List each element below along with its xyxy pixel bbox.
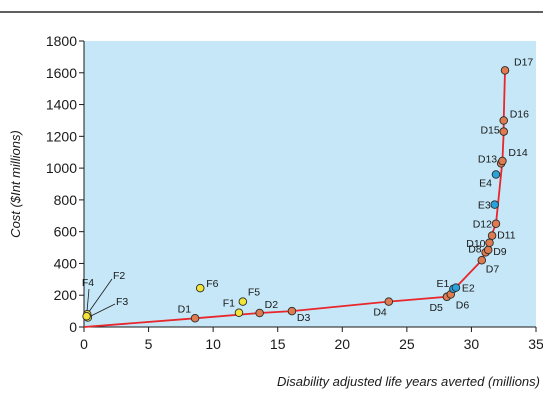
point-d10 bbox=[485, 238, 494, 248]
point-d12 bbox=[491, 219, 501, 228]
point-e4 bbox=[491, 170, 501, 179]
y-tick-label: 1800 bbox=[46, 33, 77, 49]
label-d15: D15 bbox=[480, 125, 499, 137]
x-axis: 0 5 10 15 20 25 30 35 bbox=[80, 326, 543, 352]
label-d17: D17 bbox=[514, 56, 533, 68]
data-points bbox=[82, 66, 510, 323]
point-d11 bbox=[487, 231, 497, 240]
label-d7: D7 bbox=[486, 263, 500, 275]
leader-f3 bbox=[87, 303, 116, 318]
label-f6: F6 bbox=[206, 278, 218, 290]
label-d2: D2 bbox=[265, 299, 279, 311]
label-f5: F5 bbox=[248, 287, 260, 299]
point-d9 bbox=[483, 245, 493, 255]
label-f2: F2 bbox=[113, 270, 125, 282]
leader-f2 bbox=[86, 278, 113, 315]
point-f6 bbox=[195, 283, 205, 293]
label-d11: D11 bbox=[497, 230, 516, 242]
label-d8: D8 bbox=[468, 243, 482, 255]
point-d14 bbox=[498, 156, 507, 166]
point-d15 bbox=[499, 127, 508, 136]
label-e2: E2 bbox=[462, 283, 475, 295]
y-tick-label: 1400 bbox=[46, 97, 77, 113]
x-tick-label: 10 bbox=[205, 336, 221, 352]
label-f1: F1 bbox=[223, 298, 235, 310]
label-d16: D16 bbox=[510, 108, 529, 120]
label-f4: F4 bbox=[82, 277, 94, 289]
point-d7 bbox=[477, 256, 487, 265]
point-e3 bbox=[490, 200, 499, 209]
x-tick-label: 15 bbox=[270, 336, 286, 352]
y-tick-label: 1000 bbox=[46, 160, 77, 176]
y-tick-label: 400 bbox=[54, 255, 78, 271]
x-tick-label: 30 bbox=[464, 336, 480, 352]
point-f1 bbox=[234, 308, 244, 317]
y-tick-label: 1600 bbox=[46, 65, 77, 81]
y-axis: 0 200 400 600 800 1000 1200 1400 1600 1800 bbox=[46, 33, 85, 335]
y-tick-label: 0 bbox=[69, 319, 77, 335]
label-e1: E1 bbox=[437, 278, 450, 290]
x-tick-label: 25 bbox=[399, 336, 415, 352]
point-f4 bbox=[82, 311, 91, 321]
point-e2 bbox=[451, 283, 461, 292]
point-d2 bbox=[255, 308, 264, 318]
label-d5: D5 bbox=[429, 302, 443, 314]
x-tick-label: 5 bbox=[145, 336, 153, 352]
label-d13: D13 bbox=[478, 153, 497, 165]
point-d1 bbox=[190, 314, 200, 323]
x-axis-title: Disability adjusted life years averted (… bbox=[277, 374, 540, 389]
point-d3 bbox=[287, 306, 297, 316]
label-e3: E3 bbox=[478, 200, 491, 212]
x-tick-label: 35 bbox=[528, 336, 543, 352]
y-tick-label: 200 bbox=[54, 287, 78, 303]
point-f5 bbox=[238, 297, 248, 306]
y-tick-label: 1200 bbox=[46, 128, 77, 144]
y-tick-label: 600 bbox=[54, 224, 78, 240]
label-d14: D14 bbox=[508, 147, 527, 159]
point-d4 bbox=[384, 297, 394, 306]
label-d12: D12 bbox=[473, 219, 492, 231]
x-tick-label: 0 bbox=[80, 336, 88, 352]
point-labels: D1 D2 D3 D4 D5 D6 D7 D8 D9 D10 D11 D12 D13 D14 D15 D16 D… bbox=[82, 56, 534, 324]
label-d10: D10 bbox=[466, 238, 485, 250]
label-d6: D6 bbox=[456, 299, 470, 311]
y-axis-title: Cost ($Int millions) bbox=[8, 130, 23, 238]
point-d16 bbox=[499, 116, 508, 125]
point-d17 bbox=[500, 66, 510, 75]
plot-area bbox=[84, 41, 536, 327]
label-d9: D9 bbox=[493, 246, 507, 258]
label-d3: D3 bbox=[297, 312, 311, 324]
y-tick-label: 800 bbox=[54, 192, 78, 208]
label-d1: D1 bbox=[178, 303, 192, 315]
label-e4: E4 bbox=[479, 177, 492, 189]
label-d4: D4 bbox=[373, 307, 387, 319]
x-tick-label: 20 bbox=[334, 336, 350, 352]
label-f3: F3 bbox=[116, 296, 128, 308]
